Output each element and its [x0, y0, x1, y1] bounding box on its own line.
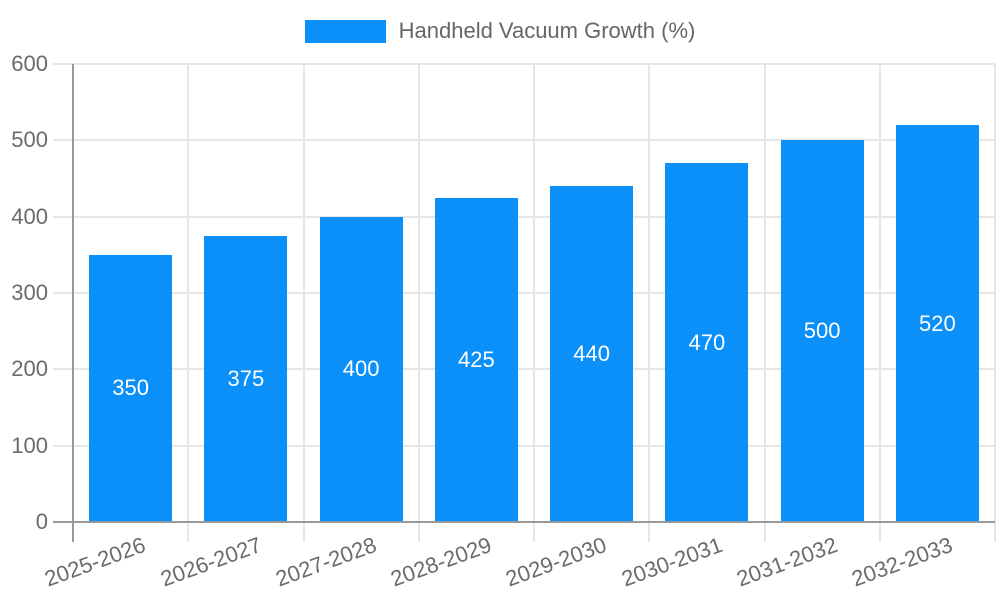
bar-value-label: 470 — [688, 329, 726, 355]
x-tick-label: 2025-2026 — [41, 532, 150, 592]
x-tick-label: 2030-2031 — [618, 532, 726, 592]
v-gridline — [533, 64, 535, 542]
h-gridline — [53, 215, 995, 218]
x-tick-label: 2029-2030 — [502, 532, 611, 592]
y-tick-label: 500 — [11, 127, 48, 153]
x-tick-label: 2032-2033 — [848, 532, 956, 592]
v-gridline — [763, 64, 766, 542]
bar[interactable] — [895, 125, 979, 522]
bar-value-label: 350 — [112, 375, 149, 401]
bar-value-label: 520 — [919, 310, 956, 336]
v-gridline — [878, 64, 881, 542]
bar-value-label: 440 — [573, 341, 610, 367]
bar[interactable] — [434, 197, 518, 522]
y-tick-label: 100 — [11, 432, 48, 458]
h-gridline — [53, 139, 995, 142]
x-tick-label: 2027-2028 — [272, 532, 380, 592]
y-tick-label: 300 — [11, 280, 48, 305]
legend-swatch-icon — [304, 19, 386, 43]
y-axis-line — [72, 64, 74, 542]
y-tick-label: 600 — [11, 51, 48, 76]
h-gridline — [53, 63, 995, 65]
bar[interactable] — [89, 254, 173, 522]
bar-value-label: 500 — [803, 318, 841, 344]
x-tick-label: 2031-2032 — [733, 532, 841, 592]
legend-item[interactable]: Handheld Vacuum Growth (%) — [0, 19, 1000, 43]
v-gridline — [417, 64, 420, 542]
legend-label: Handheld Vacuum Growth (%) — [398, 18, 696, 43]
h-gridline — [53, 444, 995, 447]
x-tick-label: 2026-2027 — [157, 532, 265, 592]
v-gridline — [302, 64, 305, 542]
h-gridline — [53, 292, 995, 294]
v-gridline — [187, 64, 190, 542]
bar[interactable] — [780, 140, 864, 522]
bar-value-label: 400 — [342, 356, 380, 382]
y-tick-label: 400 — [11, 203, 48, 229]
bar[interactable] — [319, 216, 403, 522]
y-tick-label: 200 — [11, 356, 48, 382]
bar-value-label: 425 — [458, 346, 495, 372]
bar[interactable] — [665, 163, 749, 522]
bar[interactable] — [204, 235, 288, 522]
x-axis-line — [53, 521, 995, 523]
y-tick-label: 0 — [35, 509, 48, 534]
bar[interactable] — [550, 186, 634, 522]
bar-value-label: 375 — [227, 365, 265, 391]
x-tick-label: 2028-2029 — [387, 532, 495, 592]
v-gridline — [648, 64, 651, 542]
h-gridline — [53, 368, 995, 371]
v-gridline — [994, 64, 996, 542]
